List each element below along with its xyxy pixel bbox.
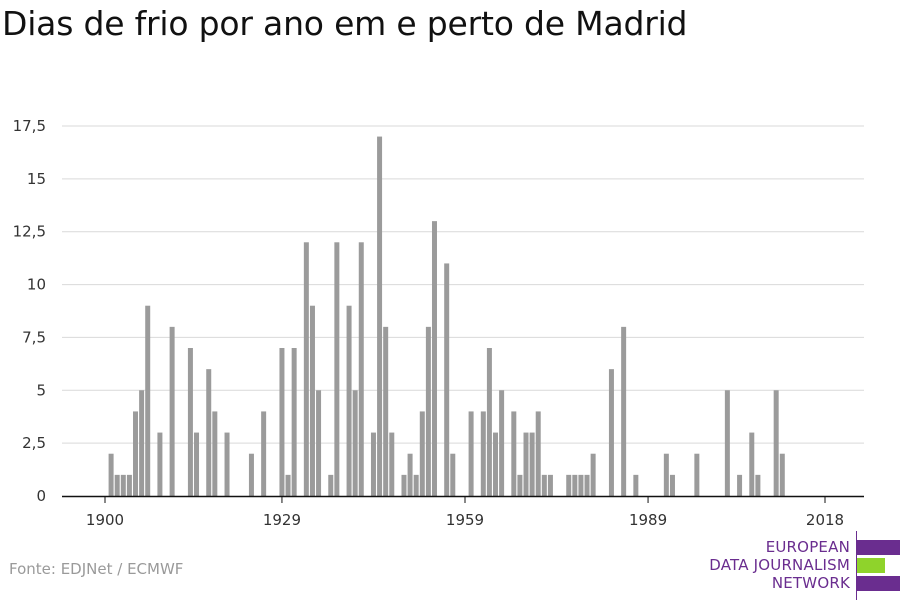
x-tick-label-3: 1989 (629, 511, 667, 529)
bar-1935 (316, 390, 322, 496)
x-tick-label-2: 1959 (446, 511, 484, 529)
bar-1917 (206, 369, 212, 496)
y-tick-label-5: 12,5 (13, 223, 46, 241)
bar-2006 (749, 432, 755, 496)
bar-1971 (535, 411, 541, 496)
bar-1951 (413, 474, 419, 496)
bar-1944 (370, 432, 376, 496)
bar-1902 (114, 474, 120, 496)
bar-1930 (285, 474, 291, 496)
logo-line-3: NETWORK (771, 574, 850, 592)
bar-1963 (486, 348, 492, 496)
bar-1997 (694, 453, 700, 496)
bar-1952 (419, 411, 425, 496)
bar-1915 (194, 432, 200, 496)
bar-1953 (425, 326, 431, 496)
bar-1937 (328, 474, 334, 496)
bar-1987 (633, 474, 639, 496)
bar-1907 (145, 305, 151, 496)
logo-bar-purple-top (857, 540, 900, 555)
bar-2004 (737, 474, 743, 496)
bar-1903 (120, 474, 126, 496)
bar-1911 (169, 326, 175, 496)
bar-1957 (450, 453, 456, 496)
bar-1992 (663, 453, 669, 496)
chart-title: Dias de frio por ano em e perto de Madri… (2, 4, 688, 43)
x-tick-label-4: 2018 (806, 511, 844, 529)
bar-1909 (157, 432, 163, 496)
bar-1940 (346, 305, 352, 496)
x-tick-label-0: 1900 (86, 511, 124, 529)
y-tick-label-0: 0 (36, 487, 46, 505)
bar-1947 (389, 432, 395, 496)
bar-2002 (724, 390, 730, 496)
bar-1920 (224, 432, 230, 496)
y-tick-label-7: 17,5 (13, 117, 46, 135)
bar-1906 (139, 390, 145, 496)
bar-1938 (334, 242, 340, 496)
bar-1985 (621, 326, 627, 496)
bar-1973 (547, 474, 553, 496)
logo-line-1: EUROPEAN (765, 538, 850, 556)
bar-1967 (511, 411, 517, 496)
bar-1954 (431, 221, 437, 496)
bar-1929 (279, 348, 285, 496)
bar-1960 (468, 411, 474, 496)
bar-1964 (493, 432, 499, 496)
bar-1914 (187, 348, 193, 496)
bar-1934 (309, 305, 315, 496)
bar-1901 (108, 453, 114, 496)
y-tick-label-6: 15 (27, 170, 46, 188)
bar-1941 (352, 390, 358, 496)
bar-1933 (303, 242, 309, 496)
bar-1918 (212, 411, 218, 496)
logo-divider (856, 531, 857, 600)
x-tick-labels: 1900 1929 1959 1989 2018 (86, 496, 844, 529)
bar-1979 (584, 474, 590, 496)
bar-1926 (261, 411, 267, 496)
bar-1962 (480, 411, 486, 496)
bar-1931 (291, 348, 297, 496)
logo-bar-green (857, 558, 885, 573)
bar-1946 (383, 326, 389, 496)
bar-1949 (401, 474, 407, 496)
y-tick-labels: 0 2,5 5 7,5 10 12,5 15 17,5 (13, 117, 46, 505)
bar-1965 (499, 390, 505, 496)
bar-1945 (377, 136, 383, 496)
bar-1904 (126, 474, 132, 496)
bar-1968 (517, 474, 523, 496)
bar-1977 (572, 474, 578, 496)
y-tick-label-2: 5 (36, 381, 46, 399)
bar-1972 (541, 474, 547, 496)
bars (108, 136, 785, 496)
bar-1942 (358, 242, 364, 496)
y-tick-label-4: 10 (27, 276, 46, 294)
y-tick-label-1: 2,5 (22, 434, 46, 452)
bar-2011 (779, 453, 785, 496)
bar-2007 (755, 474, 761, 496)
source-note: Fonte: EDJNet / ECMWF (9, 560, 184, 578)
bar-1993 (669, 474, 675, 496)
bar-1970 (529, 432, 535, 496)
edjnet-logo: EUROPEAN DATA JOURNALISM NETWORK (700, 531, 900, 600)
bar-1950 (407, 453, 413, 496)
bar-1956 (444, 263, 450, 496)
bar-1983 (608, 369, 614, 496)
bar-2010 (773, 390, 779, 496)
bar-1978 (578, 474, 584, 496)
bar-1905 (133, 411, 139, 496)
bar-1980 (590, 453, 596, 496)
bar-1969 (523, 432, 529, 496)
gridlines (62, 125, 864, 444)
bar-1976 (566, 474, 572, 496)
bar-1924 (248, 453, 254, 496)
x-tick-label-1: 1929 (263, 511, 301, 529)
logo-bar-purple-bottom (857, 576, 900, 591)
y-tick-label-3: 7,5 (22, 328, 46, 346)
logo-line-2: DATA JOURNALISM (709, 556, 850, 574)
